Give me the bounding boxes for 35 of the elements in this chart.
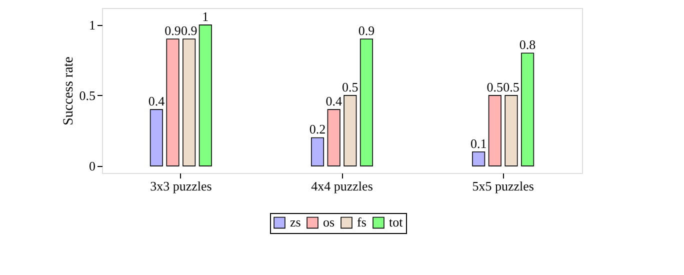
legend-label: os [323,214,335,230]
data-label: 0.5 [486,79,504,94]
bar [488,95,502,166]
bar [521,52,534,166]
bar [150,109,163,166]
y-axis-title: Success rate [61,56,76,126]
data-label: 0.5 [342,79,358,94]
data-label: 0.1 [470,136,487,151]
data-label: 0.9 [180,23,198,38]
data-label: 0.9 [358,23,375,38]
y-tick-label: 0.5 [79,88,96,103]
data-label: 0.4 [326,94,342,109]
bar [198,24,212,166]
y-tick-label: 0 [89,158,96,174]
bar [327,109,340,166]
legend-label: zs [290,214,301,230]
x-tick-label: 4x4 puzzles [311,178,373,194]
bar [182,38,196,166]
legend-label: tot [389,214,404,230]
bar [310,137,324,166]
data-label: 0.8 [519,37,536,52]
y-tick-label: 1 [89,17,96,32]
bar [504,95,518,166]
data-label: 0.5 [503,79,520,94]
bar [472,151,486,166]
data-label: 1 [202,8,209,24]
bar [166,38,180,166]
bar [344,95,357,166]
data-label: 0.2 [309,122,326,137]
data-label: 0.9 [164,23,181,38]
data-label: 0.4 [148,94,166,109]
x-tick-label: 5x5 puzzles [472,178,534,194]
legend-label: fs [357,214,366,230]
bar [360,38,374,166]
x-tick-label: 3x3 puzzles [150,178,212,194]
